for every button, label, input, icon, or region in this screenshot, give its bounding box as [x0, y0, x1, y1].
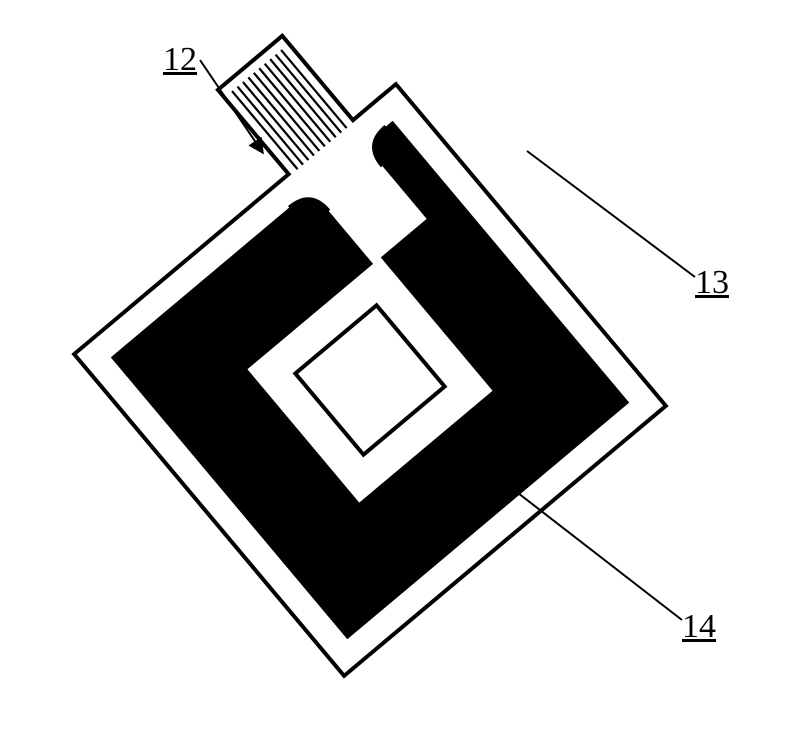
leader-l13	[527, 151, 695, 277]
leader-l14	[456, 445, 682, 620]
rotated-device	[3, 0, 665, 676]
label-14: 14	[682, 608, 716, 646]
label-12: 12	[163, 41, 197, 79]
center-island	[295, 305, 444, 454]
label-13: 13	[695, 264, 729, 302]
